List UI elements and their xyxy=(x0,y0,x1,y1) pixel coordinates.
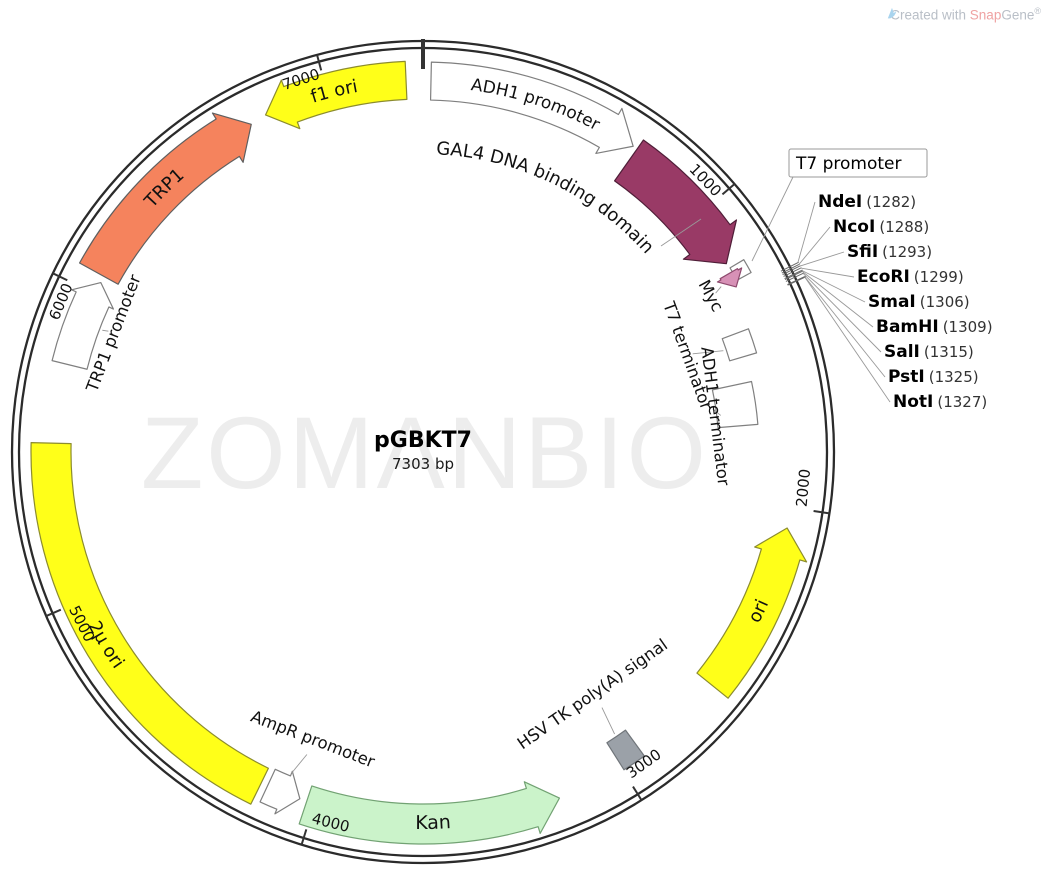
feature-hsv-tk-poly-a-signal xyxy=(606,729,645,771)
tick-5000 xyxy=(45,608,62,617)
feature-trp1 xyxy=(78,112,252,285)
credit-text: Created with SnapGene® xyxy=(890,6,1041,23)
leader-hsv-tk-poly-a-signal xyxy=(601,707,616,735)
label-kan: Kan xyxy=(415,811,451,834)
leader-trp1-promoter xyxy=(102,329,109,332)
leader-t7-terminator xyxy=(692,350,724,355)
leader-ampr-promoter xyxy=(291,754,308,774)
feature-gal4-dna-binding-domain xyxy=(613,139,738,265)
site-tick-sali xyxy=(785,272,805,282)
site-tick-noti xyxy=(787,276,807,286)
label-box-t7-promoter xyxy=(788,148,928,178)
tick-7000 xyxy=(316,54,323,71)
label-gal4-dna-binding-domain: GAL4 DNA binding domain xyxy=(436,138,658,258)
feature-2-ori xyxy=(30,442,269,805)
feature-myc xyxy=(716,267,743,288)
leader-smai xyxy=(801,269,866,303)
feature-adh1-terminator xyxy=(711,380,759,429)
leader-ecori xyxy=(800,267,855,278)
leader-t7-promoter xyxy=(751,176,794,262)
label-t7-promoter: T7 promoter xyxy=(795,154,902,174)
enzyme-noti: NotI (1327) xyxy=(893,392,987,412)
plasmid-name: pGBKT7 xyxy=(374,428,472,453)
enzyme-smai: SmaI (1306) xyxy=(868,292,970,312)
enzyme-sfii: SfiI (1293) xyxy=(847,242,932,262)
feature-ampr-promoter xyxy=(259,768,301,815)
enzyme-ncoi: NcoI (1288) xyxy=(833,217,929,237)
site-tick-psti xyxy=(787,275,806,285)
feature-t7-terminator xyxy=(721,328,758,362)
plasmid-size: 7303 bp xyxy=(392,455,454,473)
label-hsv-tk-poly-a-signal: HSV TK poly(A) signal xyxy=(514,635,671,753)
feature-trp1-promoter xyxy=(51,281,115,370)
enzyme-psti: PstI (1325) xyxy=(888,367,979,387)
feature-adh1-promoter xyxy=(429,61,634,155)
leader-bamhi xyxy=(801,271,874,328)
site-tick-ndei xyxy=(780,261,799,272)
tick-label-2000: 2000 xyxy=(793,468,815,508)
leader-ncoi xyxy=(798,226,831,265)
registered-mark: ® xyxy=(1034,6,1041,16)
site-tick-smai xyxy=(784,269,803,280)
enzyme-bamhi: BamHI (1309) xyxy=(876,317,993,337)
tick-4000 xyxy=(300,829,308,845)
site-tick-bamhi xyxy=(784,270,804,280)
feature-ori xyxy=(696,527,808,699)
label-ampr-promoter: AmpR promoter xyxy=(248,707,377,772)
leader-sfii xyxy=(799,251,845,267)
leader-noti xyxy=(804,277,891,403)
leader-ndei xyxy=(797,201,816,263)
tick-2000 xyxy=(813,510,830,515)
watermark: ZOMANBIO xyxy=(141,396,709,510)
leader-myc xyxy=(715,286,722,294)
tick-1000 xyxy=(721,183,736,196)
feature-f1-ori xyxy=(264,60,408,130)
tick-3000 xyxy=(632,786,643,801)
credit-prefix: Created with xyxy=(890,7,970,23)
snapgene-credit: Created with SnapGene® xyxy=(885,6,1041,23)
leader-psti xyxy=(804,276,886,378)
credit-brand-snap: Snap xyxy=(969,7,1002,23)
site-tick-ncoi xyxy=(781,263,800,274)
enzyme-ndei: NdeI (1282) xyxy=(818,192,916,212)
enzyme-sali: SalI (1315) xyxy=(884,342,974,362)
leader-adh1-terminator xyxy=(712,408,722,416)
leader-sali xyxy=(802,273,882,353)
leader-gal4-dna-binding-domain xyxy=(660,218,702,247)
credit-brand-gene: Gene xyxy=(1001,7,1035,23)
site-tick-sfii xyxy=(782,265,801,276)
tick-6000 xyxy=(52,272,68,282)
feature-kan xyxy=(298,781,561,845)
enzyme-ecori: EcoRI (1299) xyxy=(857,267,964,287)
site-tick-ecori xyxy=(783,267,802,277)
